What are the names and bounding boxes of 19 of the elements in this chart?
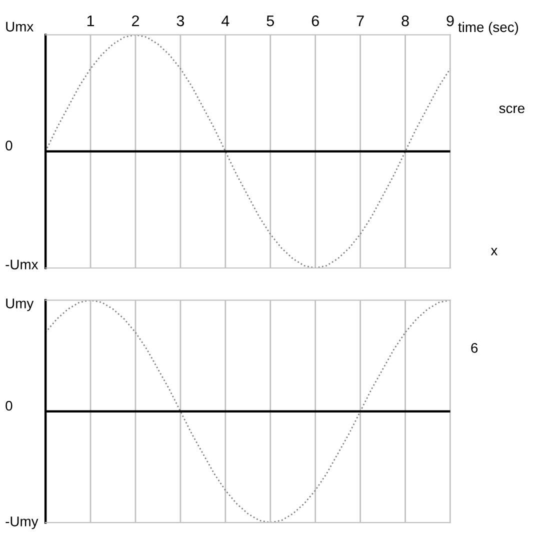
text: 0 [6, 400, 12, 411]
x-axis-title: time (sec) [458, 22, 518, 35]
x-tick-label: 6 [312, 15, 319, 26]
x-tick-label: 1 [87, 16, 94, 26]
text: Umy [6, 298, 34, 312]
x-tick-label: 2 [132, 15, 139, 26]
text: -Umy [6, 516, 38, 530]
x-tick-label: 8 [402, 15, 409, 26]
text: x [490, 248, 498, 256]
x-tick-label: 3 [176, 15, 184, 26]
text: 6 [471, 342, 478, 353]
x-tick-label: 5 [266, 16, 274, 26]
text: scre [499, 106, 524, 114]
x-tick-label: 9 [446, 15, 454, 26]
text: 0 [6, 140, 12, 150]
text: -Umx [6, 260, 38, 270]
text: Umx [6, 22, 34, 32]
x-tick-label: 4 [222, 16, 230, 26]
x-tick-label: 7 [356, 16, 364, 26]
